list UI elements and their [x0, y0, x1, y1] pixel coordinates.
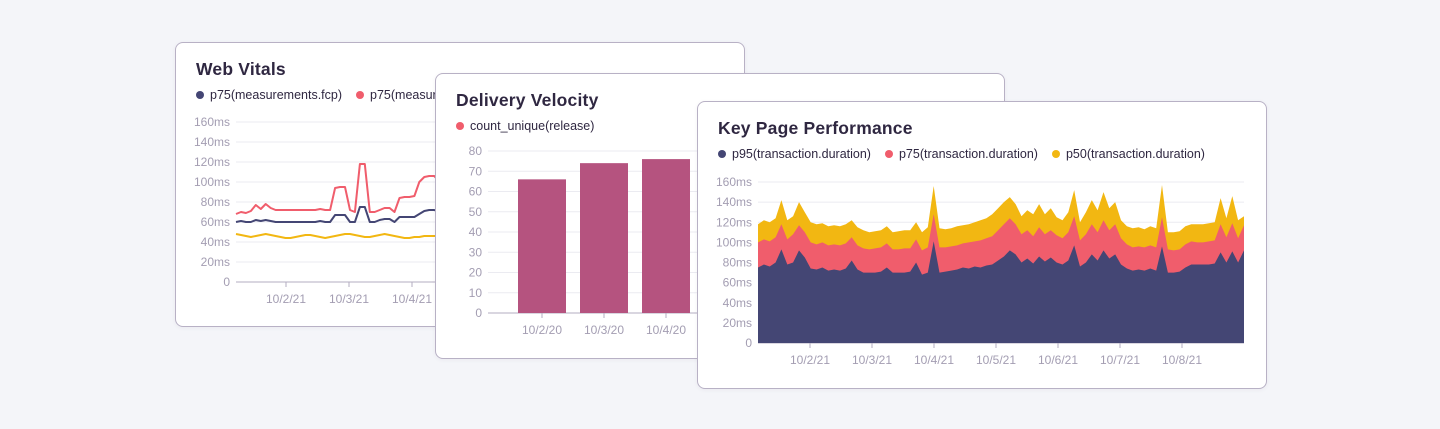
- legend-label: p50(transaction.duration): [1065, 147, 1205, 161]
- legend-label: p75(transaction.duration): [898, 147, 1038, 161]
- bar[interactable]: [580, 163, 628, 313]
- y-axis-label: 60ms: [723, 276, 752, 290]
- y-axis-label: 140ms: [194, 135, 230, 149]
- legend-dot-icon: [1051, 150, 1060, 158]
- series-area[interactable]: [758, 241, 1244, 343]
- chart-legend: p95(transaction.duration) p75(transaction…: [718, 147, 1205, 161]
- x-axis-label: 10/7/21: [1100, 353, 1140, 367]
- chart-title: Delivery Velocity: [456, 90, 599, 110]
- x-axis-label: 10/3/21: [852, 353, 892, 367]
- bar[interactable]: [518, 179, 566, 313]
- chart-title: Key Page Performance: [718, 118, 913, 138]
- legend-item[interactable]: p75(transaction.duration): [884, 147, 1038, 161]
- y-axis-label: 80: [469, 144, 483, 158]
- series-line[interactable]: [235, 163, 454, 215]
- legend-item[interactable]: p95(transaction.duration): [718, 147, 871, 161]
- y-axis-label: 120ms: [194, 155, 230, 169]
- series-line[interactable]: [235, 206, 454, 223]
- y-axis-label: 30: [469, 245, 483, 259]
- y-axis-label: 120ms: [716, 215, 752, 229]
- series-line[interactable]: [235, 233, 454, 239]
- legend-label: count_unique(release): [470, 119, 595, 133]
- legend-dot-icon: [356, 91, 365, 99]
- bar[interactable]: [642, 159, 690, 313]
- y-axis-label: 70: [469, 164, 483, 178]
- x-axis-label: 10/2/21: [266, 292, 306, 306]
- x-axis-label: 10/6/21: [1038, 353, 1078, 367]
- y-axis-label: 20: [469, 266, 483, 280]
- x-axis-label: 10/4/21: [914, 353, 954, 367]
- x-axis-label: 10/3/20: [584, 323, 624, 337]
- legend-label: p95(transaction.duration): [732, 147, 871, 161]
- y-axis-label: 50: [469, 205, 483, 219]
- legend-item[interactable]: p75(measurements.fcp): [196, 88, 342, 102]
- x-axis-label: 10/5/21: [976, 353, 1016, 367]
- y-axis-label: 40ms: [723, 296, 752, 310]
- x-axis-label: 10/8/21: [1162, 353, 1202, 367]
- y-axis-label: 0: [745, 336, 752, 350]
- legend-item[interactable]: p50(transaction.duration): [1051, 147, 1205, 161]
- y-axis-label: 80ms: [201, 195, 230, 209]
- x-axis-label: 10/3/21: [329, 292, 369, 306]
- y-axis-label: 80ms: [723, 256, 752, 270]
- y-axis-label: 40ms: [201, 235, 230, 249]
- legend-item[interactable]: count_unique(release): [456, 119, 594, 133]
- chart-legend: p75(measurements.fcp) p75(measuremen: [196, 88, 468, 102]
- y-axis-label: 0: [223, 275, 230, 289]
- legend-dot-icon: [718, 150, 726, 158]
- key-page-performance-chart-canvas[interactable]: 160ms 140ms 120ms 100ms 80ms 60ms 40ms 20ms 0 10/…: [698, 102, 1266, 388]
- y-axis-label: 60: [469, 185, 483, 199]
- y-axis-label: 100ms: [716, 235, 752, 249]
- legend-dot-icon: [456, 122, 464, 130]
- y-axis-label: 160ms: [194, 115, 230, 129]
- legend-label: p75(measurements.fcp): [210, 88, 343, 102]
- legend-dot-icon: [884, 150, 893, 158]
- x-axis-label: 10/4/20: [646, 323, 686, 337]
- x-axis-label: 10/2/20: [522, 323, 562, 337]
- y-axis-label: 10: [469, 286, 483, 300]
- y-axis-label: 20ms: [723, 316, 752, 330]
- y-axis-label: 140ms: [716, 195, 752, 209]
- x-axis-label: 10/4/21: [392, 292, 432, 306]
- legend-dot-icon: [196, 91, 204, 99]
- chart-title: Web Vitals: [196, 59, 286, 79]
- y-axis-label: 160ms: [716, 175, 752, 189]
- y-axis-label: 40: [469, 225, 483, 239]
- y-axis-label: 0: [475, 306, 482, 320]
- y-axis-label: 60ms: [201, 215, 230, 229]
- x-axis-label: 10/2/21: [790, 353, 830, 367]
- card-key-page-performance: 160ms 140ms 120ms 100ms 80ms 60ms 40ms 20ms 0 10/…: [697, 101, 1267, 389]
- chart-legend: count_unique(release): [456, 119, 594, 133]
- y-axis-label: 100ms: [194, 175, 230, 189]
- y-axis-label: 20ms: [201, 255, 230, 269]
